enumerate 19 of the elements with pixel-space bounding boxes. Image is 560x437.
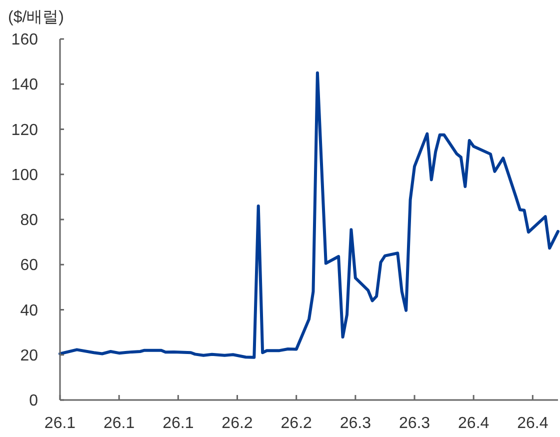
y-tick-label: 60	[20, 257, 38, 274]
y-axis-title: ($/배럴)	[8, 9, 64, 26]
y-tick-label: 100	[11, 166, 38, 184]
x-tick-label: 26.1	[44, 415, 76, 432]
x-tick-label: 26.3	[340, 415, 372, 432]
y-tick-label: 160	[11, 32, 38, 49]
y-tick-label: 20	[20, 347, 38, 364]
x-tick-label: 26.1	[104, 415, 135, 432]
y-tick-label: 0	[29, 392, 38, 410]
x-tick-label: 26.2	[222, 415, 253, 432]
y-tick-label: 140	[11, 76, 38, 94]
y-tick-label: 40	[20, 302, 38, 320]
x-tick-label: 26.2	[280, 415, 312, 432]
x-tick-label: 26.1	[162, 415, 194, 432]
y-tick-label: 80	[20, 212, 38, 230]
x-tick-label: 26.3	[398, 415, 430, 432]
y-tick-label: 120	[11, 122, 38, 139]
x-tick-label: 26.4	[517, 415, 548, 432]
x-tick-label: 26.4	[458, 415, 490, 432]
